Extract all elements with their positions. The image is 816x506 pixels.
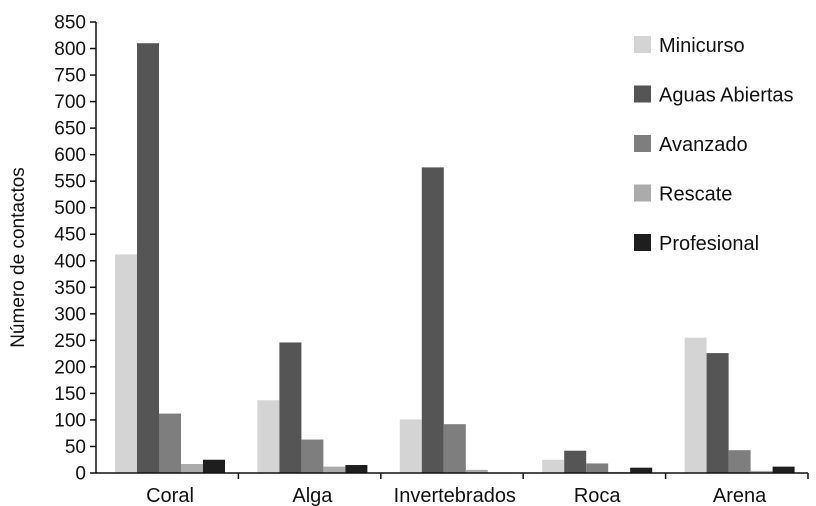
bar-coral-profesional [203, 459, 225, 473]
bar-invertebrados-aguas-abiertas [421, 167, 444, 474]
x-axis-category-labels: Coral Alga Invertebrados Roca Arena [146, 473, 809, 506]
bar-arena-avanzado [728, 450, 751, 473]
bar-alga-aguas-abiertas [279, 342, 302, 473]
legend: Minicurso Aguas Abiertas Avanzado Rescate Pr… [634, 35, 794, 255]
y-tick-label: 500 [54, 198, 86, 219]
bar-arena-minicurso [684, 337, 707, 473]
legend-swatch [634, 135, 651, 152]
bar-invertebrados-rescate [465, 469, 488, 473]
bar-coral-rescate [181, 463, 203, 473]
legend-label: Avanzado [659, 134, 748, 156]
bar-invertebrados-minicurso [399, 419, 422, 473]
x-category-label: Coral [146, 485, 194, 506]
y-tick-label: 300 [54, 304, 86, 325]
y-tick-label: 750 [54, 66, 86, 87]
legend-label: Profesional [659, 233, 759, 255]
y-tick-label: 50 [65, 437, 86, 458]
bar-roca-aguas-abiertas [564, 450, 587, 473]
bar-arena-rescate [750, 470, 773, 473]
bar-roca-profesional [630, 467, 653, 473]
x-category-label: Alga [292, 485, 333, 506]
bar-invertebrados-avanzado [443, 424, 466, 473]
y-tick-label: 400 [54, 251, 86, 272]
y-tick-label: 150 [54, 384, 86, 405]
legend-swatch [634, 36, 651, 53]
y-axis-title: Número de contactos [8, 167, 29, 348]
bar-coral-avanzado [159, 413, 181, 473]
bar-coral-minicurso [115, 254, 137, 473]
y-tick-label: 800 [54, 39, 86, 60]
y-tick-label: 0 [75, 464, 86, 485]
y-tick-label: 200 [54, 357, 86, 378]
legend-label: Aguas Abiertas [659, 85, 794, 107]
bar-alga-profesional [345, 465, 368, 473]
bar-alga-avanzado [301, 439, 324, 473]
legend-swatch [634, 85, 651, 103]
legend-swatch [634, 184, 651, 202]
y-tick-label: 350 [54, 278, 86, 299]
x-category-label: Roca [574, 485, 622, 506]
y-axis-ticks: 0 50 100 150 200 250 300 350 400 450 500 550 600 650 7… [54, 13, 96, 485]
y-tick-label: 700 [54, 92, 86, 113]
y-tick-label: 100 [54, 410, 86, 431]
bar-roca-avanzado [586, 463, 609, 473]
bar-alga-rescate [323, 466, 346, 473]
bar-arena-profesional [772, 466, 795, 473]
y-tick-label: 550 [54, 172, 86, 193]
y-tick-label: 450 [54, 225, 86, 246]
bars-layer [115, 43, 795, 474]
y-tick-label: 650 [54, 119, 86, 140]
legend-label: Rescate [659, 184, 732, 206]
legend-label: Minicurso [659, 35, 745, 57]
x-category-label: Arena [713, 485, 767, 506]
y-tick-label: 600 [54, 145, 86, 166]
x-category-label: Invertebrados [394, 485, 516, 506]
y-tick-label: 850 [54, 13, 86, 34]
bar-alga-minicurso [257, 400, 280, 473]
bar-arena-aguas-abiertas [706, 353, 729, 473]
legend-swatch [634, 234, 651, 251]
bar-coral-aguas-abiertas [137, 43, 159, 473]
bar-roca-minicurso [542, 459, 565, 473]
y-tick-label: 250 [54, 331, 86, 352]
